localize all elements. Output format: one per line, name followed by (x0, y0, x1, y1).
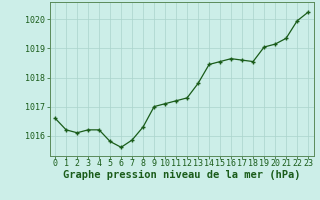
X-axis label: Graphe pression niveau de la mer (hPa): Graphe pression niveau de la mer (hPa) (63, 170, 300, 180)
